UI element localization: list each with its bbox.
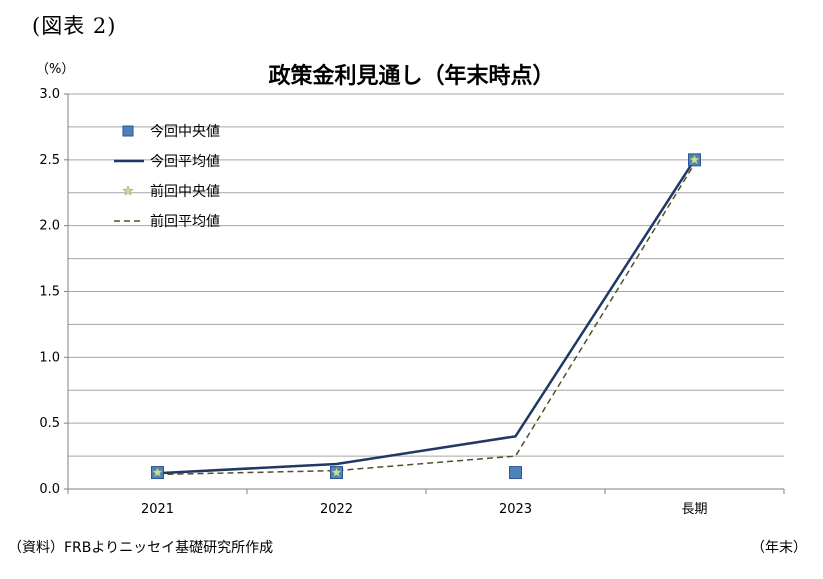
y-tick-label: 1.0 <box>39 350 60 365</box>
figure-label: (図表 2) <box>32 14 117 38</box>
x-tick-label: 長期 <box>681 502 707 517</box>
legend-label: 今回平均値 <box>150 154 220 170</box>
series-line-prev-mean <box>157 163 696 476</box>
y-tick-label: 3.0 <box>39 87 60 102</box>
series-line-current-mean <box>157 159 696 475</box>
source-note: （資料）FRBよりニッセイ基礎研究所作成 <box>8 540 274 556</box>
marker-current-median <box>509 466 522 480</box>
marker-prev-median <box>688 154 701 165</box>
x-tick-label: 2023 <box>499 502 532 517</box>
x-tick-label: 2021 <box>141 502 174 517</box>
y-unit-label: （%） <box>36 62 75 77</box>
y-tick-label: 2.5 <box>39 153 60 168</box>
y-tick-label: 0.0 <box>39 482 60 497</box>
legend-label: 前回中央値 <box>150 183 220 200</box>
y-tick-label: 0.5 <box>39 416 60 431</box>
legend-swatch <box>122 125 134 137</box>
marker-prev-median <box>151 466 164 478</box>
chart-title: 政策金利見通し（年末時点） <box>268 64 555 89</box>
period-note: （年末） <box>751 540 807 556</box>
legend-label: 前回平均値 <box>150 213 220 230</box>
y-tick-label: 1.5 <box>39 285 60 300</box>
marker-prev-median <box>330 466 343 478</box>
y-tick-label: 2.0 <box>39 219 60 234</box>
legend-label: 今回中央値 <box>150 124 220 140</box>
x-tick-label: 2022 <box>320 502 353 517</box>
legend-swatch <box>122 185 134 196</box>
